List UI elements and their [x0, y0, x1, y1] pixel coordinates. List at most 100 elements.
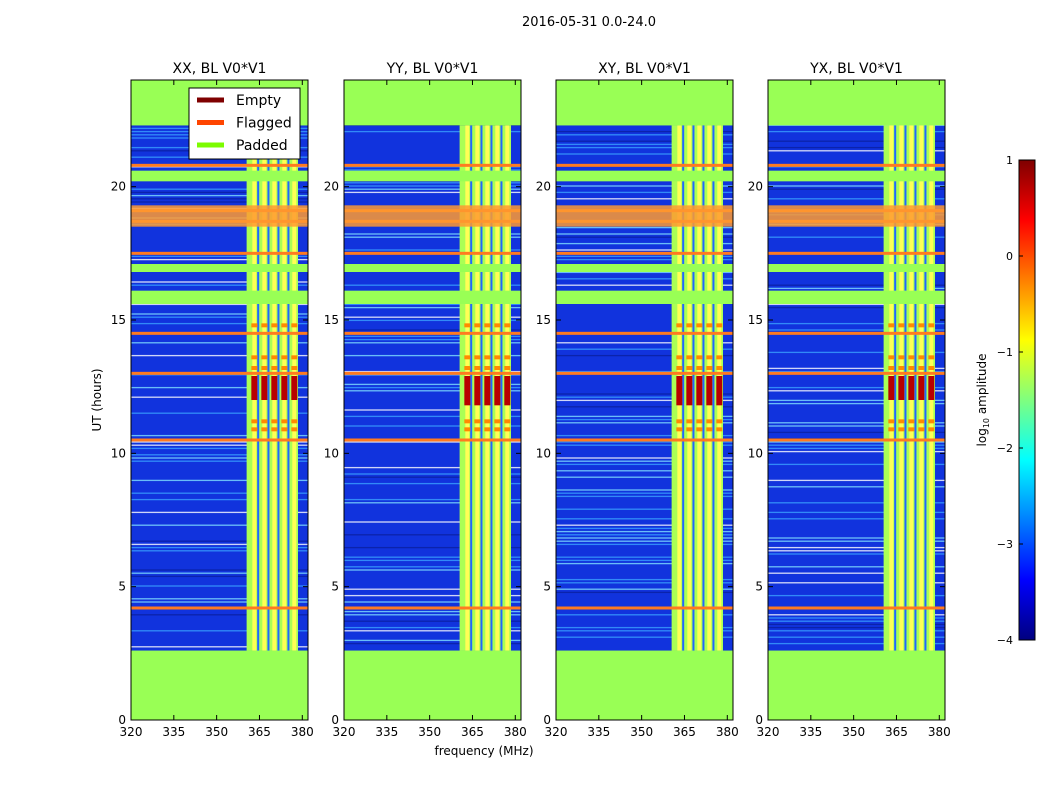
time-stripe — [556, 524, 733, 526]
time-stripe — [768, 351, 945, 354]
time-stripe — [131, 479, 308, 482]
time-stripe — [768, 518, 945, 520]
time-stripe — [131, 342, 308, 344]
time-stripe — [556, 242, 733, 245]
time-stripe — [344, 130, 521, 133]
time-stripe — [131, 434, 308, 437]
hot-cell — [888, 355, 895, 360]
time-stripe — [131, 258, 308, 261]
time-stripe — [344, 594, 521, 597]
hot-cell — [484, 323, 491, 328]
time-stripe — [131, 386, 308, 389]
time-stripe — [556, 146, 733, 149]
time-stripe — [768, 370, 945, 373]
time-stripe — [344, 329, 521, 331]
time-stripe — [344, 182, 521, 184]
time-stripe — [344, 466, 521, 469]
time-stripe — [344, 476, 521, 478]
peak-cell — [908, 376, 915, 400]
padded-row — [556, 80, 733, 126]
time-stripe — [344, 566, 521, 568]
flag-line — [768, 606, 945, 610]
colorbar-tick-label: −2 — [997, 442, 1013, 455]
hot-cell — [928, 366, 935, 370]
time-stripe — [556, 537, 733, 539]
time-stripe — [556, 489, 733, 491]
time-stripe — [556, 233, 733, 235]
y-tick-label: 20 — [748, 180, 763, 194]
hot-cell — [474, 427, 481, 432]
time-stripe — [344, 284, 521, 286]
hot-cell — [291, 419, 298, 424]
time-stripe — [556, 130, 733, 133]
time-stripe — [131, 524, 308, 526]
channel-gap — [904, 125, 907, 651]
time-stripe — [556, 342, 733, 344]
hot-cell — [271, 323, 278, 328]
time-stripe — [768, 553, 945, 555]
peak-cell — [898, 376, 905, 400]
time-stripe — [556, 578, 733, 581]
hot-cell — [261, 323, 268, 328]
channel-gap — [277, 125, 280, 651]
time-stripe — [768, 306, 945, 309]
time-stripe — [768, 130, 945, 133]
channel-gap — [702, 125, 705, 651]
time-stripe — [556, 134, 733, 136]
heatmap-image — [768, 80, 945, 720]
axes-frame — [767, 79, 946, 721]
padded-row — [344, 170, 521, 182]
hot-cell — [281, 323, 288, 328]
hot-cell — [888, 366, 895, 370]
time-stripe — [344, 556, 521, 558]
hot-cell — [474, 323, 481, 328]
peak-cell — [888, 376, 895, 400]
time-stripe — [556, 418, 733, 421]
time-stripe — [556, 393, 733, 395]
hot-cell — [908, 427, 915, 432]
y-axis-label: UT (hours) — [90, 368, 104, 431]
y-tick-label: 5 — [118, 580, 126, 594]
hot-cell — [494, 419, 501, 424]
flag-line — [556, 606, 733, 610]
time-stripe — [768, 450, 945, 453]
time-stripe — [344, 383, 521, 386]
time-stripe — [556, 591, 733, 594]
time-stripe — [768, 399, 945, 402]
hot-cell — [464, 419, 471, 424]
y-tick-label: 5 — [543, 580, 551, 594]
time-stripe — [768, 463, 945, 466]
panel-title: YY, BL V0*V1 — [386, 61, 479, 77]
flag-line — [344, 163, 521, 167]
peak-cell — [706, 376, 713, 406]
time-stripe — [344, 425, 521, 427]
time-stripe — [344, 473, 521, 475]
time-stripe — [768, 198, 945, 200]
panel-yy: 320 335 350 365 380 0 5 10 15 20 YY, BL V0*V1 frequ… — [324, 61, 534, 758]
hot-cell — [261, 355, 268, 360]
channel-gap — [480, 125, 483, 651]
time-stripe — [131, 303, 308, 306]
peak-cell — [251, 376, 258, 400]
hot-cell — [271, 427, 278, 432]
time-stripe — [556, 406, 733, 408]
time-stripe — [556, 508, 733, 510]
hot-cell — [474, 355, 481, 360]
legend-label-flagged: Flagged — [236, 116, 292, 132]
hot-cell — [504, 366, 511, 370]
x-tick-label: 320 — [333, 725, 356, 739]
hot-cell — [928, 427, 935, 432]
hot-cell — [928, 355, 935, 360]
time-stripe — [768, 431, 945, 434]
axes-frame — [555, 79, 734, 721]
x-tick-label: 350 — [630, 725, 653, 739]
time-stripe — [131, 540, 308, 542]
time-stripe — [556, 588, 733, 590]
flag-line — [131, 371, 308, 375]
hot-cell — [898, 355, 905, 360]
time-stripe — [556, 460, 733, 462]
hot-cell — [464, 366, 471, 370]
time-stripe — [556, 636, 733, 638]
time-stripe — [556, 492, 733, 494]
